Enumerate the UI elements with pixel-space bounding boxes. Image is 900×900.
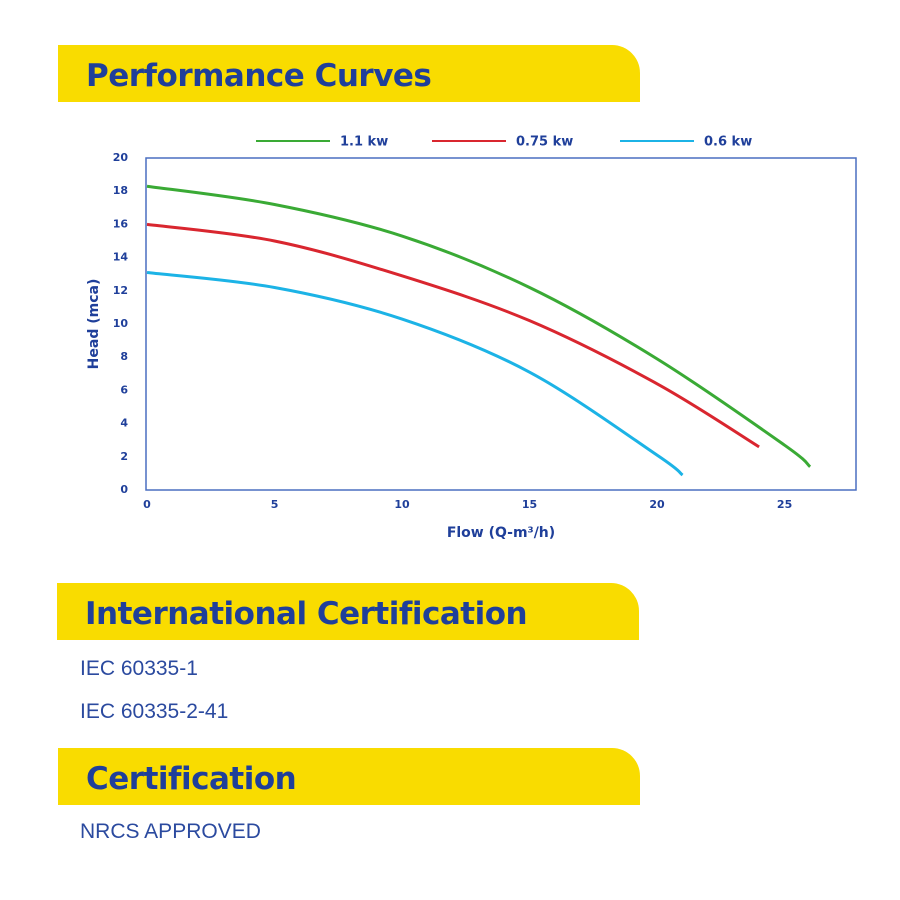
- y-tick-label: 14: [113, 251, 129, 264]
- y-tick-label: 10: [113, 317, 129, 330]
- cert-item: IEC 60335-2-41: [80, 700, 229, 723]
- section-header: Certification: [58, 748, 640, 805]
- cert-item: IEC 60335-1: [80, 657, 198, 680]
- y-tick-label: 20: [113, 151, 129, 164]
- x-tick-label: 10: [394, 498, 410, 511]
- section-header: Performance Curves: [58, 45, 640, 102]
- legend-label: 1.1 kw: [340, 135, 388, 150]
- y-tick-label: 12: [113, 284, 128, 297]
- legend-label: 0.6 kw: [704, 135, 752, 150]
- series-line: [146, 184, 812, 468]
- y-axis-label: Head (mca): [86, 279, 102, 370]
- x-tick-label: 0: [143, 498, 151, 511]
- x-axis-label: Flow (Q-m³/h): [447, 525, 555, 541]
- y-tick-label: 2: [120, 450, 128, 463]
- y-tick-label: 18: [113, 184, 128, 197]
- y-tick-label: 4: [120, 417, 128, 430]
- x-tick-label: 20: [649, 498, 665, 511]
- section-header: International Certification: [57, 583, 639, 640]
- x-tick-label: 25: [777, 498, 792, 511]
- series-line: [146, 271, 684, 477]
- y-tick-label: 16: [113, 217, 129, 230]
- y-tick-label: 8: [120, 350, 128, 363]
- chart: Flow (Q-m³/h) Head (mca) 0 2 4 6 8 10 12 14 16 18…: [86, 135, 857, 541]
- y-tick-label: 0: [120, 483, 128, 496]
- legend-label: 0.75 kw: [516, 135, 573, 150]
- y-tick-label: 6: [120, 383, 128, 396]
- series-line: [146, 222, 760, 449]
- x-tick-label: 15: [522, 498, 537, 511]
- cert-item: NRCS APPROVED: [80, 820, 261, 843]
- plot-frame: [145, 157, 857, 491]
- x-tick-label: 5: [271, 498, 279, 511]
